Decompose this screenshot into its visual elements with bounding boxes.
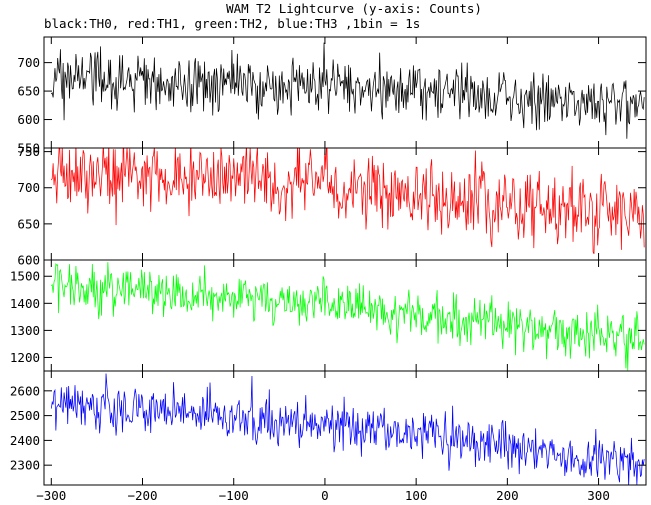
y-tick-label: 1200 xyxy=(10,350,40,365)
x-tick-label: −300 xyxy=(36,488,66,503)
y-tick-label: 600 xyxy=(17,112,40,127)
series-line-th0 xyxy=(51,42,645,139)
series-line-th3 xyxy=(50,373,645,485)
y-tick-label: 1400 xyxy=(10,296,40,311)
y-tick-label: 550 xyxy=(17,141,40,156)
x-tick-label: 200 xyxy=(496,488,519,503)
x-tick-label: −100 xyxy=(219,488,249,503)
y-tick-label: 2300 xyxy=(10,458,40,473)
y-tick-label: 2400 xyxy=(10,433,40,448)
panel-th3: 2300 2400 2500 2600 xyxy=(10,370,647,486)
panel-frame xyxy=(43,370,647,486)
x-tick-label: 300 xyxy=(587,488,610,503)
panel-th0: 550 600 650 700 xyxy=(17,36,647,156)
y-tick-label: 2600 xyxy=(10,383,40,398)
y-tick-label: 700 xyxy=(17,55,40,70)
y-tick-label: 2500 xyxy=(10,408,40,423)
series-line-th1 xyxy=(50,148,645,255)
x-axis: −300 −200 −100 0 100 200 300 xyxy=(36,488,610,503)
y-tick-label: 700 xyxy=(17,180,40,195)
y-tick-label: 1300 xyxy=(10,323,40,338)
x-tick-label: 100 xyxy=(405,488,428,503)
y-tick-label: 1500 xyxy=(10,269,40,284)
chart-subtitle: black:TH0, red:TH1, green:TH2, blue:TH3 … xyxy=(44,16,420,31)
panel-th1: 600 650 700 750 xyxy=(17,144,647,268)
y-tick-label: 600 xyxy=(17,253,40,268)
chart-title: WAM T2 Lightcurve (y-axis: Counts) xyxy=(226,1,482,16)
y-tick-label: 750 xyxy=(17,144,40,159)
panels-group: 550 600 650 700 600 650 700 750 1200 1300 1400 1500… xyxy=(10,36,647,486)
panel-th2: 1200 1300 1400 1500 xyxy=(10,259,647,372)
series-line-th2 xyxy=(51,262,645,371)
y-tick-label: 650 xyxy=(17,216,40,231)
x-tick-label: 0 xyxy=(321,488,329,503)
y-tick-label: 650 xyxy=(17,84,40,99)
x-tick-label: −200 xyxy=(127,488,157,503)
